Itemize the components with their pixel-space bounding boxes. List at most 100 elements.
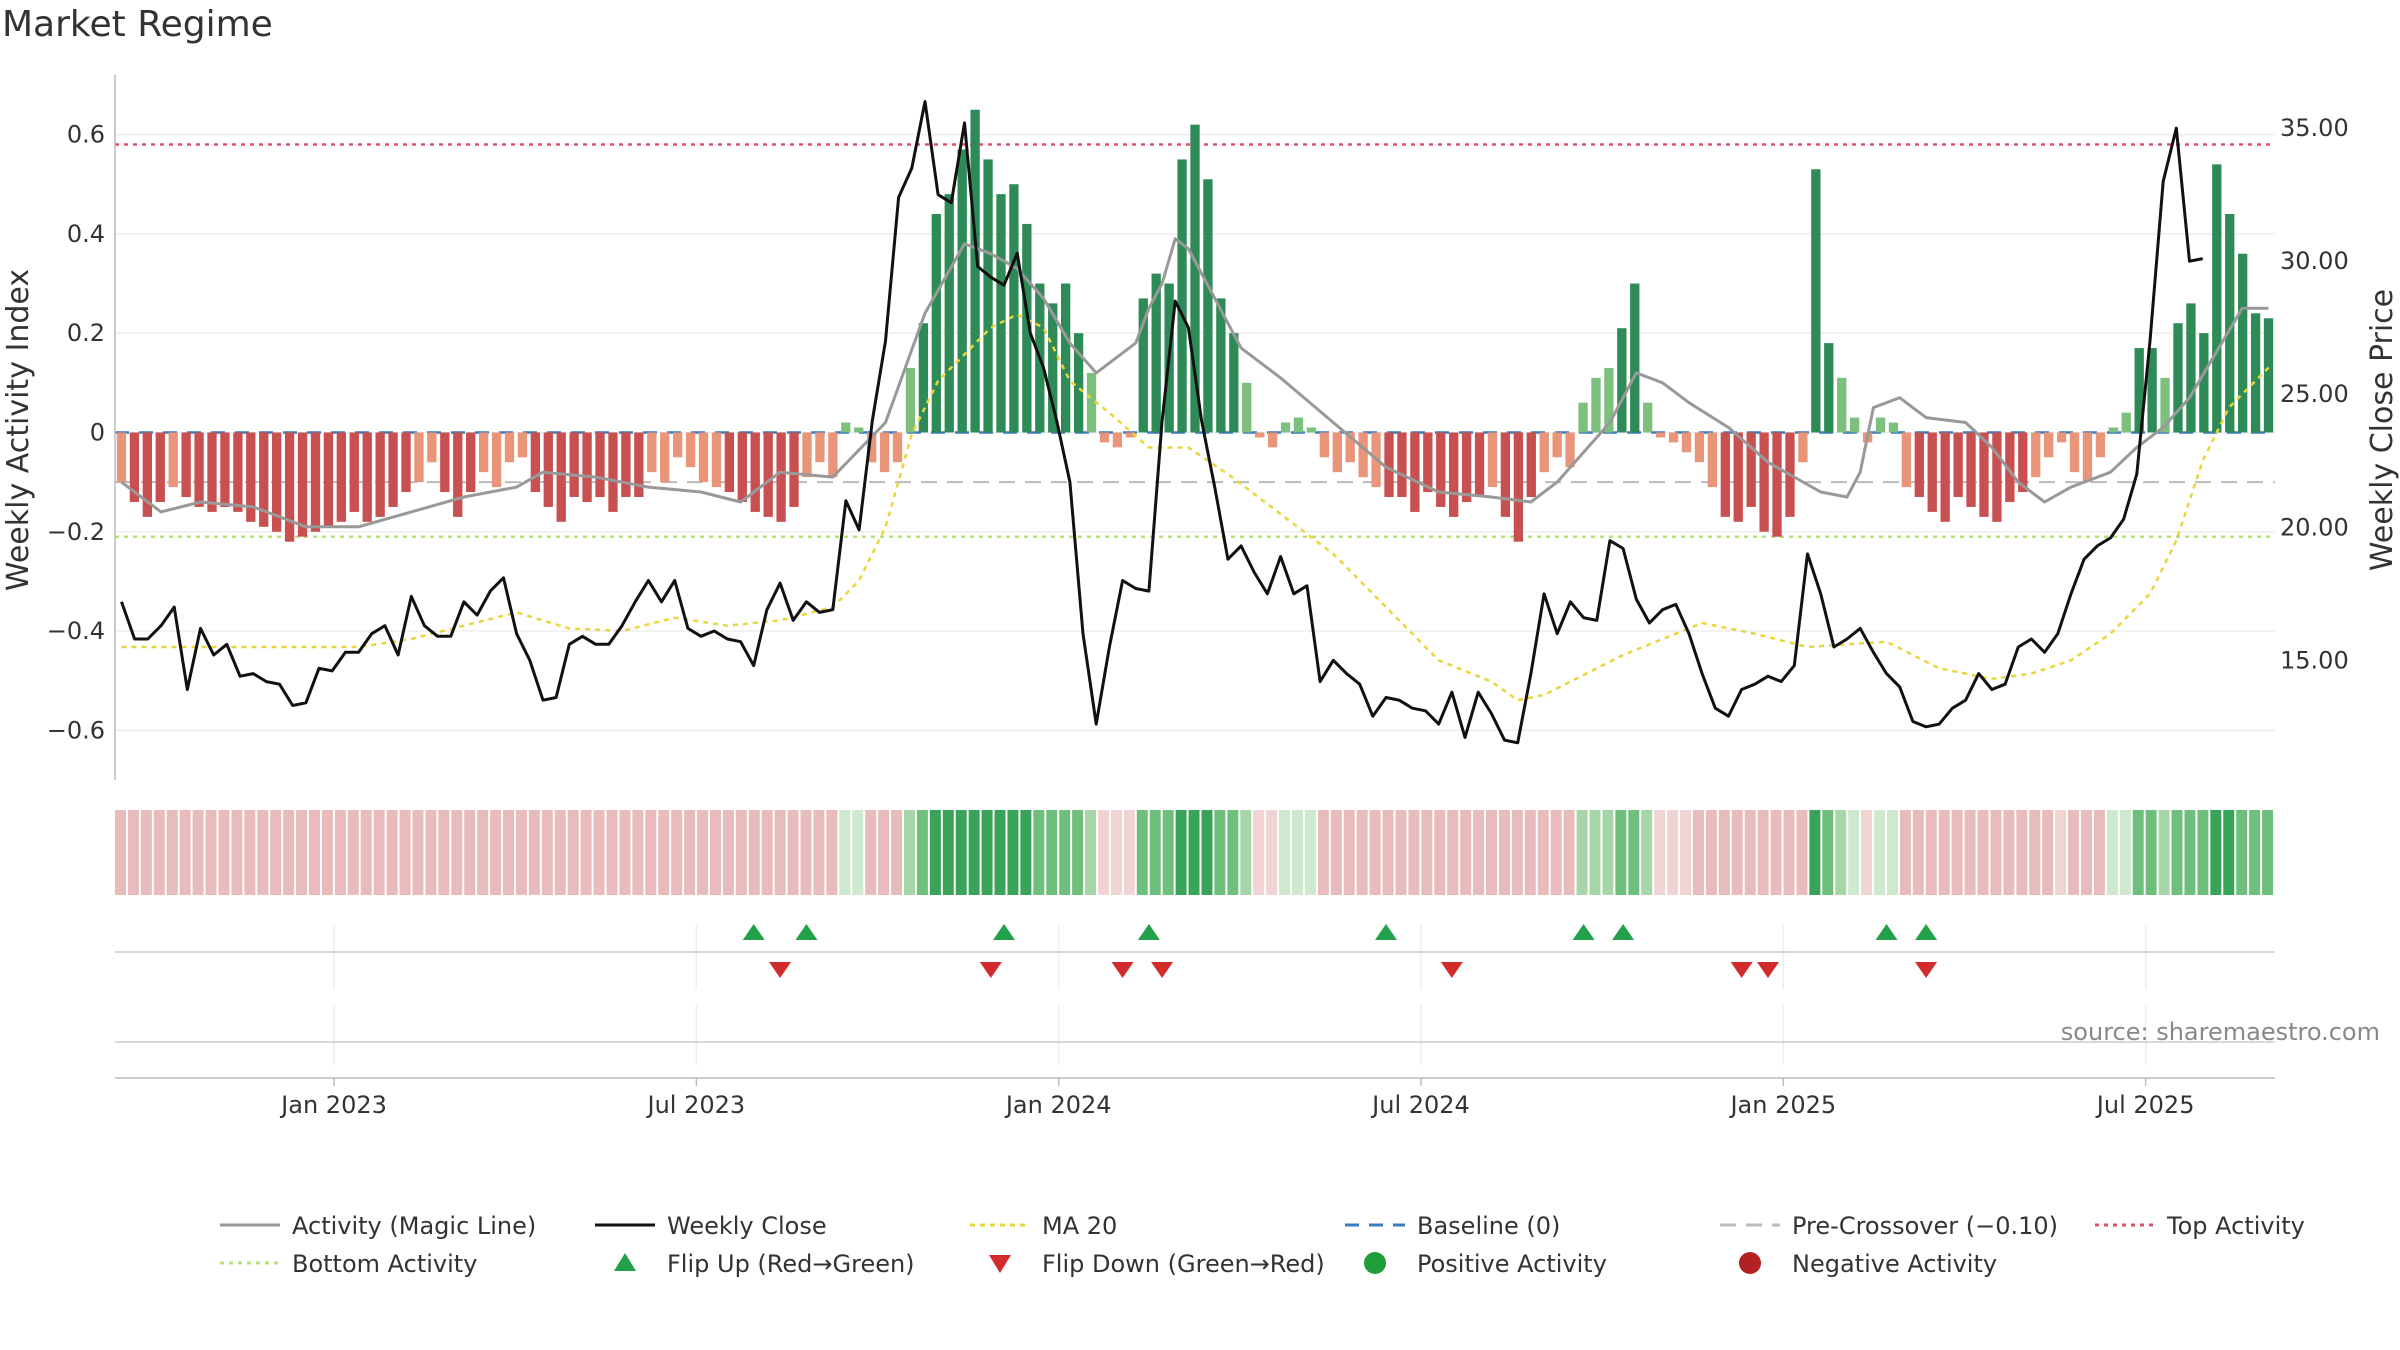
regime-cell xyxy=(1253,810,1265,895)
activity-bar xyxy=(1384,432,1394,498)
regime-cell xyxy=(386,810,398,895)
flip-up-marker xyxy=(993,924,1016,940)
flip-up-marker xyxy=(1915,924,1938,940)
flip-up-marker xyxy=(742,924,765,940)
activity-bar xyxy=(1681,432,1692,453)
activity-bar xyxy=(1190,124,1200,433)
regime-cell xyxy=(2016,810,2028,895)
legend-label: Flip Down (Green→Red) xyxy=(1042,1250,1325,1278)
activity-bar xyxy=(1643,402,1653,433)
regime-cell xyxy=(1123,810,1135,895)
flip-up-marker xyxy=(1612,924,1635,940)
activity-bar xyxy=(1009,184,1019,433)
activity-bar xyxy=(1707,432,1718,488)
regime-cell xyxy=(787,810,799,895)
activity-bar xyxy=(698,432,709,483)
activity-bar xyxy=(272,432,282,532)
activity-bar xyxy=(2082,432,2093,483)
activity-bar xyxy=(478,432,489,473)
regime-cell xyxy=(1589,810,1601,895)
regime-cell xyxy=(929,810,941,895)
activity-bar xyxy=(1539,432,1549,473)
activity-bar xyxy=(362,432,372,522)
activity-bar xyxy=(647,432,657,473)
activity-bar xyxy=(2263,318,2274,433)
regime-cell xyxy=(722,810,734,895)
regime-cell xyxy=(1498,810,1510,895)
activity-bar xyxy=(556,432,566,522)
activity-bar xyxy=(1888,422,1899,433)
regime-cell xyxy=(1835,810,1847,895)
y-tick-label-left: −0.6 xyxy=(47,716,105,744)
regime-cell xyxy=(2080,810,2092,895)
regime-cell xyxy=(270,810,282,895)
regime-cell xyxy=(438,810,450,895)
activity-bar xyxy=(828,432,838,478)
x-tick-label: Jan 2025 xyxy=(1728,1091,1836,1119)
activity-bar xyxy=(2250,313,2261,433)
source-label: source: sharemaestro.com xyxy=(2061,1018,2380,1046)
regime-cell xyxy=(1977,810,1989,895)
legend-swatch xyxy=(989,1255,1011,1273)
legend-swatch xyxy=(614,1253,636,1271)
regime-cell xyxy=(1072,810,1084,895)
regime-cell xyxy=(1369,810,1381,895)
activity-bar xyxy=(1125,432,1135,438)
regime-cell xyxy=(1822,810,1834,895)
regime-cell xyxy=(826,810,838,895)
activity-bar xyxy=(1875,417,1886,433)
activity-bar xyxy=(142,432,152,517)
activity-bar xyxy=(854,427,864,433)
flip-up-marker xyxy=(1875,924,1898,940)
activity-bar xyxy=(983,159,993,433)
regime-cell xyxy=(2158,810,2170,895)
regime-cell xyxy=(2068,810,2080,895)
flip-up-marker xyxy=(1137,924,1160,940)
x-tick-label: Jul 2023 xyxy=(646,1091,746,1119)
y-tick-label-left: 0.6 xyxy=(67,121,105,149)
regime-cell xyxy=(2106,810,2118,895)
regime-cell xyxy=(1925,810,1937,895)
regime-cell xyxy=(865,810,877,895)
activity-bar xyxy=(2186,303,2196,433)
activity-bar xyxy=(970,109,980,433)
regime-cell xyxy=(1227,810,1239,895)
regime-cell xyxy=(1654,810,1666,895)
regime-cell xyxy=(412,810,424,895)
regime-cell xyxy=(1912,810,1924,895)
regime-cell xyxy=(1162,810,1174,895)
magic-line xyxy=(120,237,2269,529)
activity-bar xyxy=(284,432,295,542)
activity-bar xyxy=(181,432,191,498)
activity-bar xyxy=(1332,432,1342,473)
regime-cell xyxy=(1964,810,1976,895)
regime-cell xyxy=(231,810,243,895)
activity-bar xyxy=(259,432,269,527)
flip-up-marker xyxy=(1572,924,1595,940)
regime-cell xyxy=(1783,810,1795,895)
regime-cell xyxy=(813,810,825,895)
activity-bar xyxy=(1578,402,1588,433)
activity-bar xyxy=(207,432,217,512)
activity-bar xyxy=(1668,432,1679,443)
regime-cell xyxy=(1705,810,1717,895)
flip-up-marker xyxy=(795,924,818,940)
regime-cell xyxy=(619,810,631,895)
regime-cell xyxy=(1356,810,1368,895)
legend-label: Weekly Close xyxy=(667,1212,827,1240)
regime-cell xyxy=(347,810,359,895)
activity-bar xyxy=(569,432,579,498)
regime-cell xyxy=(1421,810,1433,895)
regime-cell xyxy=(1149,810,1161,895)
regime-cell xyxy=(1990,810,2002,895)
regime-cell xyxy=(1692,810,1704,895)
regime-cell xyxy=(1667,810,1679,895)
regime-cell xyxy=(1899,810,1911,895)
activity-bar xyxy=(944,194,954,433)
activity-bar xyxy=(957,149,967,433)
activity-bar xyxy=(1565,432,1575,468)
activity-bar xyxy=(2160,377,2170,433)
regime-cell xyxy=(244,810,256,895)
regime-cell xyxy=(490,810,502,895)
regime-cell xyxy=(1809,810,1821,895)
